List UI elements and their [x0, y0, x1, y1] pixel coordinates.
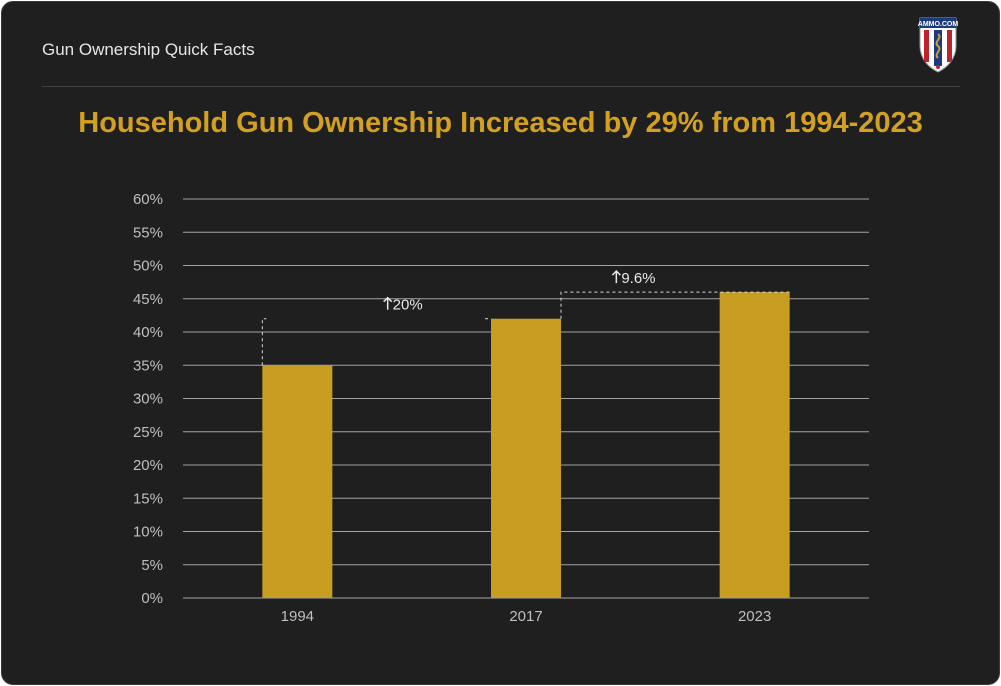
bar-1994 [262, 365, 333, 598]
y-tick-label: 60% [133, 191, 163, 208]
y-tick-label: 50% [133, 258, 163, 275]
y-tick-label: 55% [133, 224, 163, 241]
arrow-up-icon [611, 270, 621, 276]
arrow-up-icon [383, 296, 393, 303]
y-tick-label: 35% [133, 357, 163, 374]
y-tick-label: 25% [133, 424, 163, 441]
header-divider [42, 86, 960, 87]
growth-label: 9.6% [621, 270, 655, 287]
y-tick-label: 10% [133, 524, 163, 541]
bracket-20% [261, 318, 267, 366]
chart-title: Household Gun Ownership Increased by 29%… [78, 107, 923, 139]
y-tick-label: 0% [141, 590, 163, 607]
svg-text:AMMO.COM: AMMO.COM [918, 21, 959, 28]
y-tick-label: 40% [133, 324, 163, 341]
y-tick-label: 30% [133, 391, 163, 408]
x-tick-label: 1994 [281, 608, 314, 625]
ammo-logo: AMMO.COM [918, 17, 959, 73]
x-tick-label: 2017 [509, 608, 542, 625]
header-title: Gun Ownership Quick Facts [42, 40, 255, 59]
y-tick-label: 45% [133, 291, 163, 308]
bracket-9.6% [560, 291, 790, 319]
bar-2023 [719, 292, 790, 598]
growth-label: 20% [393, 297, 423, 314]
y-tick-label: 5% [141, 557, 163, 574]
y-tick-label: 20% [133, 457, 163, 474]
x-tick-label: 2023 [738, 608, 771, 625]
y-tick-label: 15% [133, 490, 163, 507]
bar-2017 [491, 318, 561, 598]
